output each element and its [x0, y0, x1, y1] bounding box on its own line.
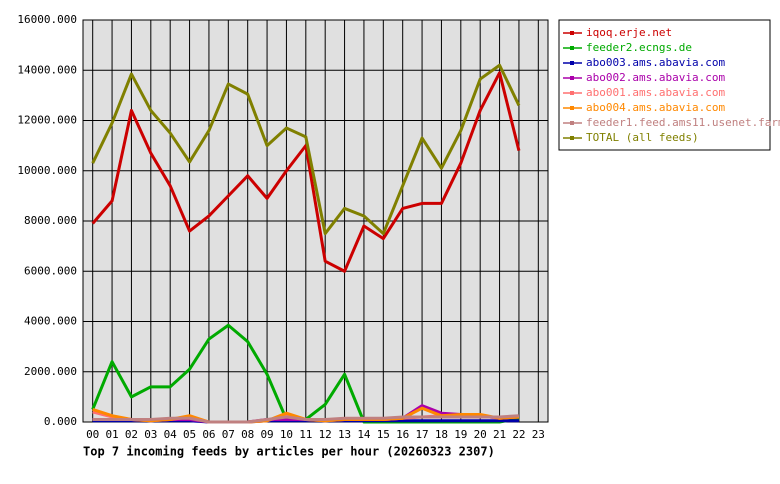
x-tick-label: 04: [164, 428, 178, 441]
series-line: [91, 71, 521, 273]
legend-marker: [570, 76, 574, 80]
x-tick-label: 06: [202, 428, 215, 441]
chart-title: Top 7 incoming feeds by articles per hou…: [83, 445, 495, 459]
x-tick-label: 15: [377, 428, 390, 441]
legend-label: feeder1.feed.ams11.usenet.farm: [586, 116, 780, 129]
legend-label: feeder2.ecngs.de: [586, 41, 692, 54]
legend-marker: [570, 61, 574, 65]
y-tick-label: 2000.000: [24, 365, 77, 378]
legend-label: abo002.ams.abavia.com: [586, 71, 725, 84]
legend-marker: [570, 31, 574, 35]
y-tick-label: 10000.000: [17, 164, 77, 177]
x-tick-label: 20: [474, 428, 487, 441]
y-tick-label: 12000.000: [17, 114, 77, 127]
x-tick-label: 14: [357, 428, 371, 441]
x-tick-label: 00: [86, 428, 99, 441]
x-tick-label: 12: [319, 428, 332, 441]
x-tick-label: 22: [512, 428, 525, 441]
y-tick-label: 0.000: [44, 415, 77, 428]
legend-box: [558, 19, 771, 151]
y-tick-label: 8000.000: [24, 214, 77, 227]
y-tick-label: 4000.000: [24, 315, 77, 328]
x-tick-label: 17: [415, 428, 428, 441]
x-tick-label: 10: [280, 428, 293, 441]
legend-label: abo001.ams.abavia.com: [586, 86, 725, 99]
legend-label: iqoq.erje.net: [586, 26, 672, 39]
y-tick-label: 14000.000: [17, 63, 77, 76]
x-tick-label: 19: [454, 428, 467, 441]
legend-marker: [570, 121, 574, 125]
y-tick-label: 6000.000: [24, 264, 77, 277]
x-tick-label: 02: [125, 428, 138, 441]
series-line: [92, 414, 520, 424]
x-tick-label: 05: [183, 428, 196, 441]
x-tick-label: 23: [532, 428, 545, 441]
x-tick-label: 07: [222, 428, 235, 441]
x-tick-label: 03: [144, 428, 157, 441]
x-tick-label: 21: [493, 428, 506, 441]
x-tick-label: 16: [396, 428, 409, 441]
legend-marker: [570, 136, 574, 140]
legend-label: TOTAL (all feeds): [586, 131, 699, 144]
x-tick-label: 01: [105, 428, 118, 441]
legend-marker: [570, 106, 574, 110]
series-line: [91, 63, 521, 236]
x-tick-label: 18: [435, 428, 448, 441]
x-tick-label: 08: [241, 428, 254, 441]
legend-label: abo004.ams.abavia.com: [586, 101, 725, 114]
x-tick-label: 13: [338, 428, 351, 441]
x-tick-label: 09: [260, 428, 273, 441]
legend-marker: [570, 91, 574, 95]
legend-label: abo003.ams.abavia.com: [586, 56, 725, 69]
legend-marker: [570, 46, 574, 50]
y-tick-label: 16000.000: [17, 13, 77, 26]
x-tick-label: 11: [299, 428, 312, 441]
